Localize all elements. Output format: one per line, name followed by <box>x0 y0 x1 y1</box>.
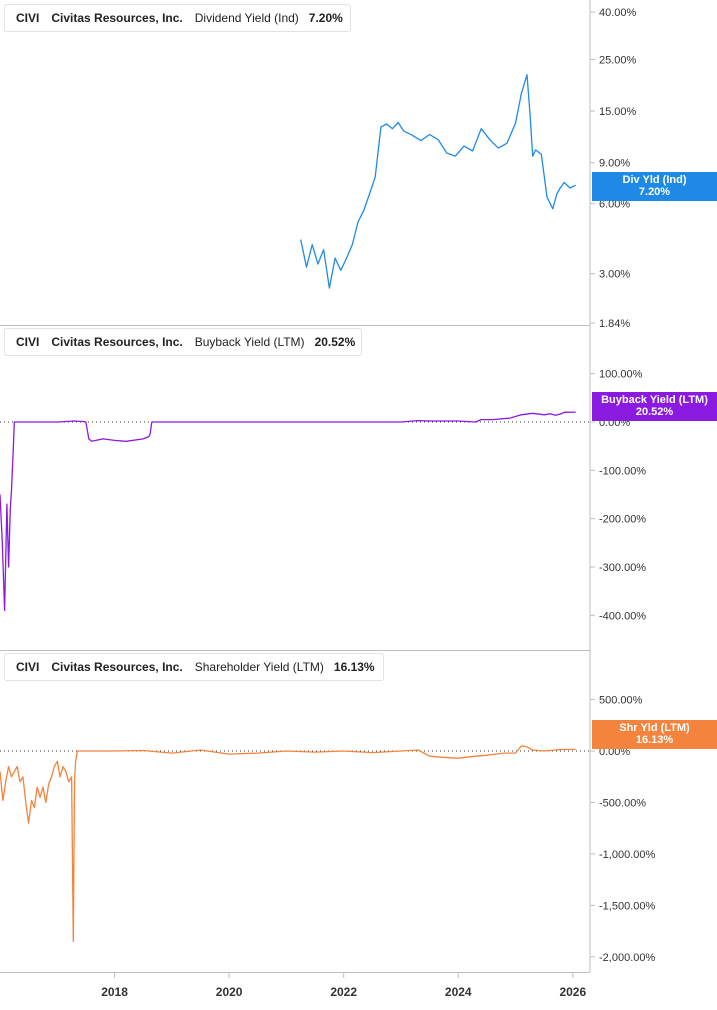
series-line-panel1 <box>300 74 576 289</box>
panel3-value: 16.13% <box>333 660 375 674</box>
y-tick-label: 100.00% <box>599 369 643 381</box>
y-tick-label: 6.00% <box>599 199 630 211</box>
panel1-metric: Dividend Yield (Ind) <box>194 11 299 25</box>
y-tick-label: 25.00% <box>599 54 637 66</box>
y-tick-label: -200.00% <box>599 514 646 526</box>
x-tick-label: 2026 <box>559 985 586 999</box>
panel3-company: Civitas Resources, Inc. <box>51 660 183 674</box>
x-tick-label: 2018 <box>101 985 128 999</box>
y-tick-label: -500.00% <box>599 797 646 809</box>
panel2-company: Civitas Resources, Inc. <box>51 335 183 349</box>
panel3-ticker: CIVI <box>16 660 40 674</box>
panel1-badge-label: Div Yld (Ind) <box>622 174 687 186</box>
y-tick-label: -300.00% <box>599 562 646 574</box>
y-tick-label: 40.00% <box>599 7 637 19</box>
x-tick-label: 2022 <box>330 985 357 999</box>
panel2-legend: CIVI Civitas Resources, Inc. Buyback Yie… <box>4 328 362 356</box>
panel2-badge-value: 20.52% <box>635 406 674 418</box>
panel1-value-badge: Div Yld (Ind) 7.20% <box>592 172 717 201</box>
panel2-value: 20.52% <box>314 335 356 349</box>
panel1-value: 7.20% <box>308 11 343 25</box>
y-tick-label: -100.00% <box>599 465 646 477</box>
y-tick-label: 0.00% <box>599 746 630 758</box>
series-line-panel3 <box>0 745 576 943</box>
panel1-legend: CIVI Civitas Resources, Inc. Dividend Yi… <box>4 4 351 32</box>
y-tick-label: -400.00% <box>599 610 646 622</box>
y-tick-label: -1,500.00% <box>599 900 655 912</box>
x-tick-label: 2020 <box>216 985 243 999</box>
y-tick-label: 500.00% <box>599 695 643 707</box>
panel2-ticker: CIVI <box>16 335 40 349</box>
y-tick-label: -2,000.00% <box>599 952 655 964</box>
y-tick-label: 9.00% <box>599 158 630 170</box>
panel3-legend: CIVI Civitas Resources, Inc. Shareholder… <box>4 653 384 681</box>
panel3-value-badge: Shr Yld (LTM) 16.13% <box>592 720 717 749</box>
panel1-badge-value: 7.20% <box>638 186 671 198</box>
y-tick-label: -1,000.00% <box>599 849 655 861</box>
panel1-ticker: CIVI <box>16 11 40 25</box>
x-tick-label: 2024 <box>445 985 472 999</box>
series-line-panel2 <box>0 411 576 612</box>
panel3-badge-label: Shr Yld (LTM) <box>619 722 690 734</box>
panel2-metric: Buyback Yield (LTM) <box>194 335 305 349</box>
panel2-badge-label: Buyback Yield (LTM) <box>601 394 708 406</box>
panel3-badge-value: 16.13% <box>635 734 674 746</box>
y-tick-label: 15.00% <box>599 106 637 118</box>
panel3-metric: Shareholder Yield (LTM) <box>194 660 324 674</box>
panel1-company: Civitas Resources, Inc. <box>51 11 183 25</box>
y-tick-label: 3.00% <box>599 269 630 281</box>
panel2-value-badge: Buyback Yield (LTM) 20.52% <box>592 392 717 421</box>
y-tick-label: 1.84% <box>599 318 630 330</box>
